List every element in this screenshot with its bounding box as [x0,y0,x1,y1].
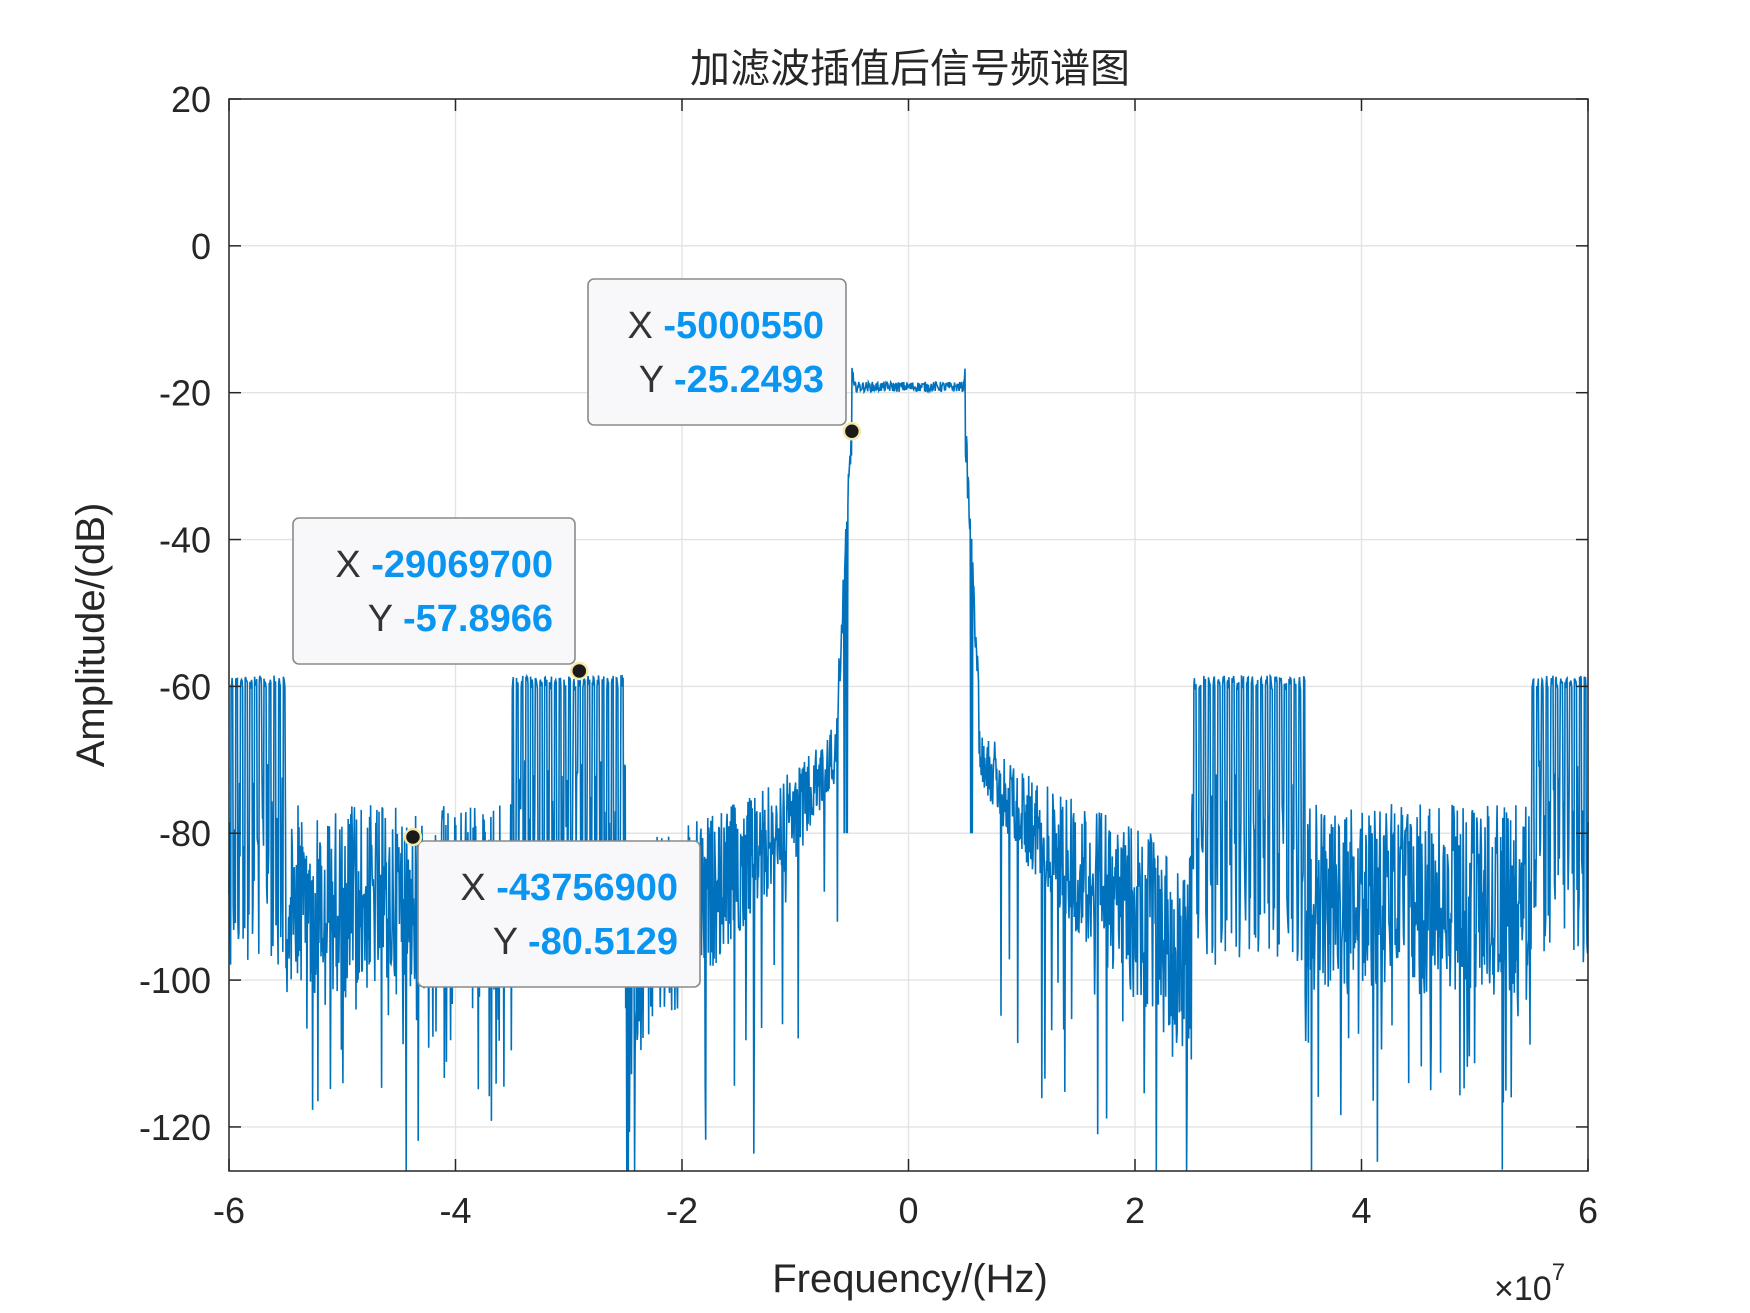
datatip-y-value: -80.5129 [528,921,678,963]
datatip-box [417,840,701,988]
spectrum-line [228,367,1589,1172]
x-tick-label: -6 [213,1190,245,1231]
y-tick-label: -100 [139,960,211,1001]
datatip-x-value: -43756900 [496,867,678,909]
x-tick-label: 6 [1578,1190,1598,1231]
y-tick-label: -60 [159,666,211,707]
datatip-box [587,278,847,426]
y-tick-label: -120 [139,1107,211,1148]
x-tick-label: -4 [439,1190,471,1231]
y-tick-label: -20 [159,373,211,414]
datatip-x-row: X -5000550 [628,305,825,347]
y-axis-title: Amplitude/(dB) [69,503,113,768]
datatip-x-label: X [628,305,664,347]
datatip[interactable]: X -29069700 Y -57.8966 [292,517,589,681]
x-tick-label: 0 [898,1190,918,1231]
chart-title: 加滤波插值后信号频谱图 [690,46,1130,92]
datatip-marker[interactable] [842,421,862,441]
x-tick-label: -2 [666,1190,698,1231]
datatip-y-row: Y -25.2493 [639,359,824,401]
x-axis-title: Frequency/(Hz) [772,1257,1048,1301]
datatip-y-value: -57.8966 [403,598,553,640]
datatip-x-value: -29069700 [371,544,553,586]
datatip-y-value: -25.2493 [674,359,824,401]
datatip-marker[interactable] [403,827,423,847]
datatip-x-label: X [460,867,496,909]
datatip-box [292,517,576,665]
datatip-y-label: Y [639,359,674,401]
datatip-marker[interactable] [570,661,589,681]
datatip-x-label: X [335,544,371,586]
datatip-y-label: Y [493,921,528,963]
x-exponent-base: ×10 [1494,1270,1552,1308]
datatip[interactable]: X -5000550 Y -25.2493 [587,278,862,441]
datatip-x-row: X -43756900 [460,867,678,909]
spectrum-trace [228,367,1589,1172]
x-tick-label: 4 [1351,1190,1371,1231]
datatip-x-value: -5000550 [663,305,824,347]
datatip[interactable]: X -43756900 Y -80.5129 [403,827,701,988]
y-tick-label: 0 [191,226,211,267]
y-tick-label: -40 [159,520,211,561]
x-exponent: ×107 [1494,1259,1565,1308]
x-exponent-power: 7 [1552,1259,1565,1286]
x-tick-label: 2 [1125,1190,1145,1231]
datatip-y-label: Y [368,598,403,640]
datatip-x-row: X -29069700 [335,544,553,586]
datatip-y-row: Y -80.5129 [493,921,678,963]
datatip-y-row: Y -57.8966 [368,598,553,640]
axis-ticks [228,98,1589,1171]
y-tick-label: 20 [171,79,211,120]
y-tick-label: -80 [159,813,211,854]
